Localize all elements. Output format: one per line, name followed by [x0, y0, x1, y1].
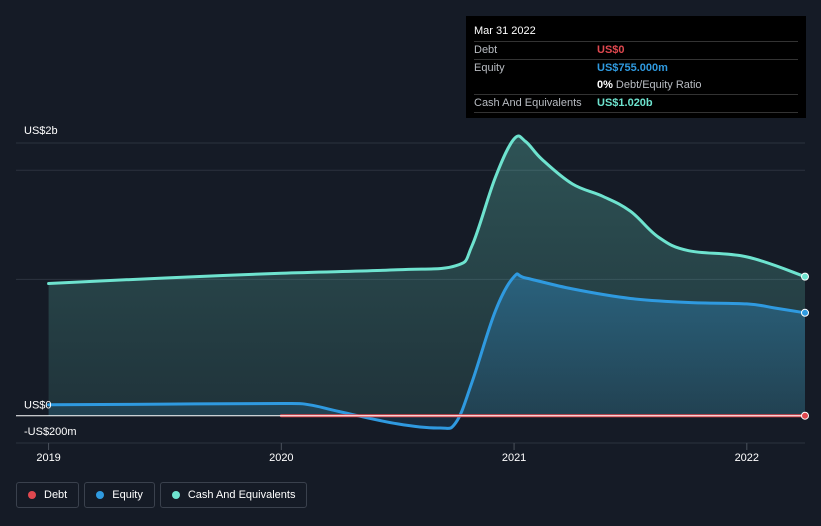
legend-equity-dot-icon — [96, 491, 105, 499]
equity-area — [48, 273, 806, 429]
tooltip-equity-value: US$755.000m — [597, 62, 668, 74]
cash-line — [47, 134, 807, 285]
debt-end-marker — [801, 411, 809, 420]
y-tick-label: US$0 — [24, 400, 52, 412]
y-tick-label: -US$200m — [24, 426, 77, 438]
series-areas — [48, 135, 806, 429]
legend-cash-dot-icon — [171, 491, 180, 499]
tooltip-ratio-value: 0% — [597, 79, 613, 91]
tooltip-ratio-label: Debt/Equity Ratio — [615, 79, 702, 91]
y-tick-label: US$2b — [24, 125, 58, 137]
tick-labels: 2019 2020 2021 2022 US$2b US$0 -US$200m — [24, 125, 759, 464]
legend-cash-label: Cash And Equivalents — [187, 489, 296, 501]
tooltip-row-cash: Cash And Equivalents US$1.020b — [474, 94, 798, 113]
legend-debt-label: Debt — [44, 489, 68, 501]
tooltip-debt-label: Debt — [474, 44, 498, 56]
tooltip-row-debt: Debt US$0 — [474, 41, 798, 59]
x-tick-label: 2021 — [502, 452, 526, 464]
equity-end-marker — [801, 308, 809, 317]
tooltip-cash-value: US$1.020b — [597, 97, 653, 109]
x-tick-label: 2020 — [269, 452, 293, 464]
x-tick-label: 2019 — [36, 452, 60, 464]
legend-item-cash[interactable]: Cash And Equivalents — [159, 482, 308, 508]
end-markers — [801, 272, 809, 420]
tooltip-cash-label: Cash And Equivalents — [474, 97, 582, 109]
legend: Debt Equity Cash And Equivalents — [16, 482, 308, 508]
tooltip-row-ratio: 0% Debt/Equity Ratio — [474, 77, 798, 94]
tooltip-date: Mar 31 2022 — [474, 25, 536, 37]
tooltip-debt-value: US$0 — [597, 44, 625, 56]
equity-line — [47, 272, 807, 430]
cash-end-marker — [801, 272, 809, 281]
legend-equity-label: Equity — [112, 489, 143, 501]
x-tick-label: 2022 — [735, 452, 759, 464]
tooltip-row-equity: Equity US$755.000m — [474, 59, 798, 77]
legend-item-equity[interactable]: Equity — [84, 482, 155, 508]
tooltip-equity-label: Equity — [474, 62, 505, 74]
legend-item-debt[interactable]: Debt — [16, 482, 80, 508]
axes — [16, 415, 805, 450]
data-tooltip: Mar 31 2022 Debt US$0 Equity US$755.000m… — [466, 16, 806, 118]
legend-debt-dot-icon — [28, 491, 36, 499]
